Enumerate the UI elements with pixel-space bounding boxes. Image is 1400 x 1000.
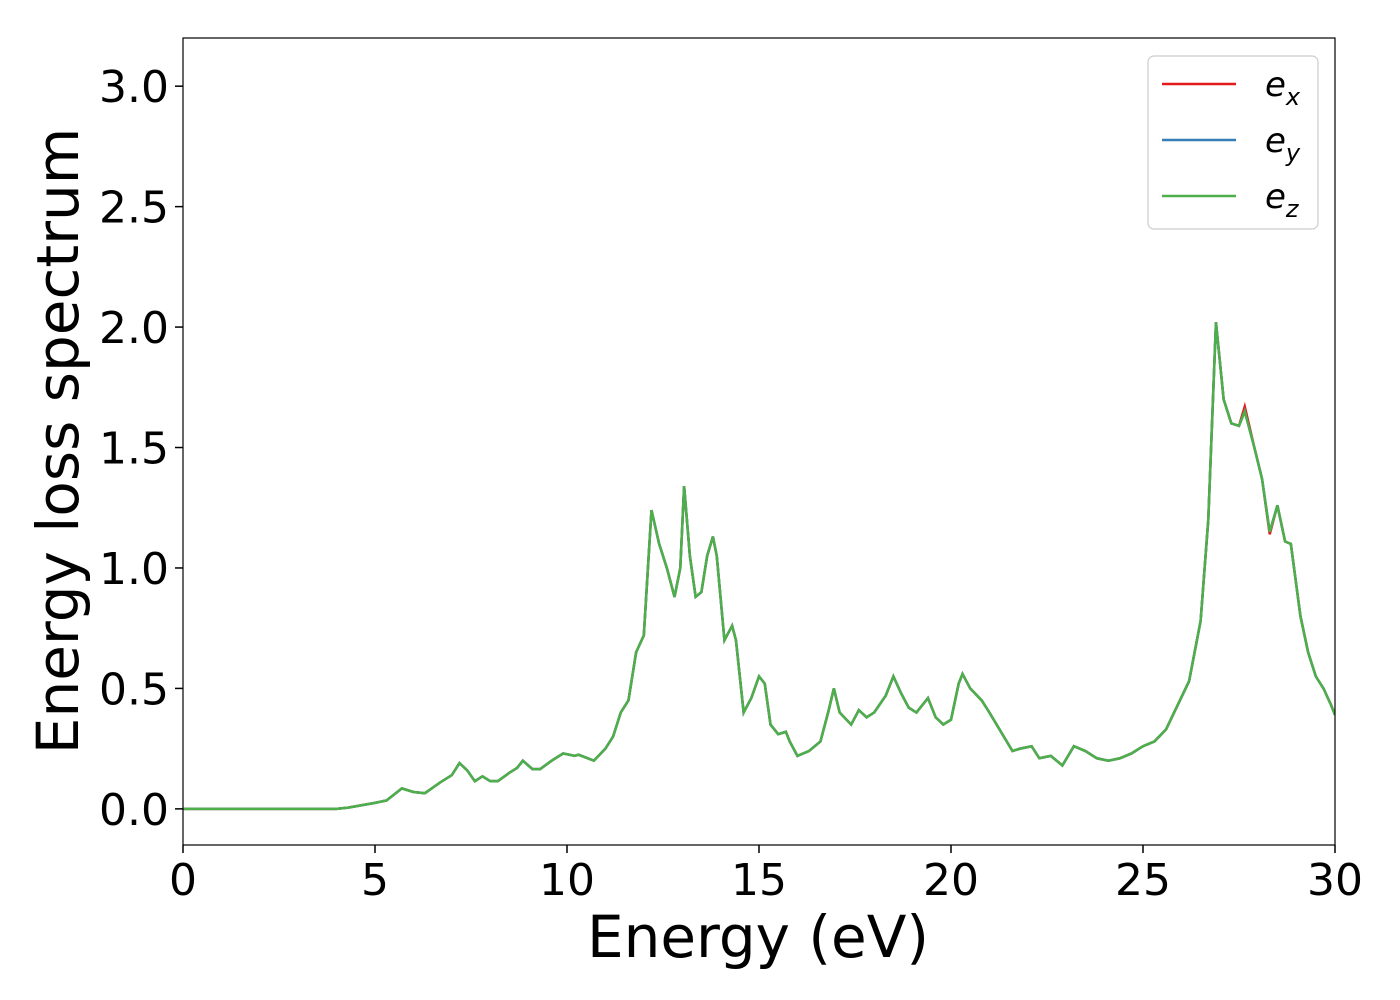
x-tick-label: 10 bbox=[539, 855, 595, 906]
legend-box bbox=[1147, 55, 1319, 230]
legend-label: ez bbox=[1265, 177, 1300, 223]
x-axis-label: Energy (eV) bbox=[587, 903, 929, 971]
y-tick-label: 1.5 bbox=[99, 424, 169, 475]
x-tick-label: 0 bbox=[169, 855, 197, 906]
x-tick-label: 15 bbox=[731, 855, 787, 906]
legend-label: ex bbox=[1265, 65, 1301, 111]
plot-frame bbox=[182, 37, 1336, 846]
x-tick-label: 5 bbox=[361, 855, 389, 906]
y-tick-label: 1.0 bbox=[99, 544, 169, 595]
x-tick-label: 20 bbox=[923, 855, 979, 906]
y-tick-label: 0.0 bbox=[99, 785, 169, 836]
y-tick-label: 2.0 bbox=[99, 303, 169, 354]
x-tick-label: 25 bbox=[1115, 855, 1171, 906]
y-tick-label: 2.5 bbox=[99, 183, 169, 234]
y-tick-label: 3.0 bbox=[99, 62, 169, 113]
x-tick-label: 30 bbox=[1307, 855, 1363, 906]
y-axis-label: Energy loss spectrum bbox=[24, 128, 92, 754]
legend-label: ey bbox=[1265, 121, 1301, 167]
y-tick-label: 0.5 bbox=[99, 664, 169, 715]
series-line bbox=[183, 322, 1335, 811]
